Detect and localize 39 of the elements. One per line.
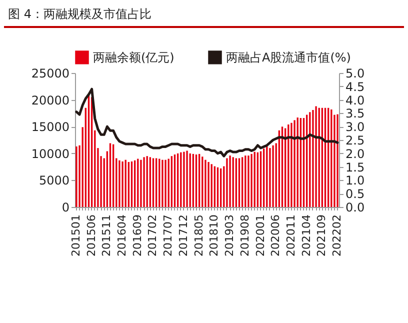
x-tick-label: 202202 <box>330 214 344 256</box>
x-tick-label: 201810 <box>208 214 221 256</box>
x-tick-label: 202011 <box>284 214 298 256</box>
x-tick-label: 202109 <box>315 214 328 256</box>
legend-label: 两融占A股流通市值(%) <box>226 50 351 64</box>
x-tick-label: 201609 <box>130 214 144 256</box>
x-tick-label: 201805 <box>192 214 206 256</box>
x-tick-label: 201702 <box>146 214 160 256</box>
x-tick-label: 201604 <box>116 214 129 256</box>
x-tick-label: 201903 <box>223 214 236 256</box>
chart-title: 图 4：两融规模及市值占比 <box>4 0 404 28</box>
y-tick-label: 5000 <box>38 174 70 188</box>
y2-tick-label: 5.0 <box>346 66 365 80</box>
y2-tick-label: 3.5 <box>346 106 365 121</box>
x-tick-label: 201908 <box>238 214 252 256</box>
y-tick-label: 20000 <box>31 93 70 108</box>
legend-label: 两融余额(亿元) <box>93 50 174 64</box>
y2-tick-label: 0.5 <box>346 187 365 202</box>
y-tick-label: 15000 <box>31 120 70 134</box>
y-tick-label: 10000 <box>31 146 70 161</box>
y2-tick-label: 0.0 <box>346 200 365 214</box>
x-tick-label: 201501 <box>69 214 82 256</box>
x-tick-label: 202006 <box>269 214 282 256</box>
line-series <box>75 88 339 158</box>
y2-tick-label: 2.0 <box>346 146 365 161</box>
x-tick-label: 201712 <box>176 214 190 256</box>
y2-tick-label: 2.5 <box>346 134 365 148</box>
y2-tick-label: 1.0 <box>346 174 365 188</box>
y-tick-label: 25000 <box>31 66 70 80</box>
x-tick-label: 201506 <box>84 214 98 256</box>
y-tick-label: 0 <box>62 200 70 214</box>
x-tick-label: 201707 <box>162 214 175 256</box>
x-tick-label: 202104 <box>300 214 313 256</box>
x-tick-label: 201511 <box>100 214 114 256</box>
y2-tick-label: 1.5 <box>346 160 365 174</box>
y2-tick-label: 3.0 <box>346 120 365 134</box>
y2-tick-label: 4.5 <box>346 80 365 94</box>
x-tick-label: 202001 <box>254 214 267 256</box>
y2-tick-label: 4.0 <box>346 93 365 108</box>
